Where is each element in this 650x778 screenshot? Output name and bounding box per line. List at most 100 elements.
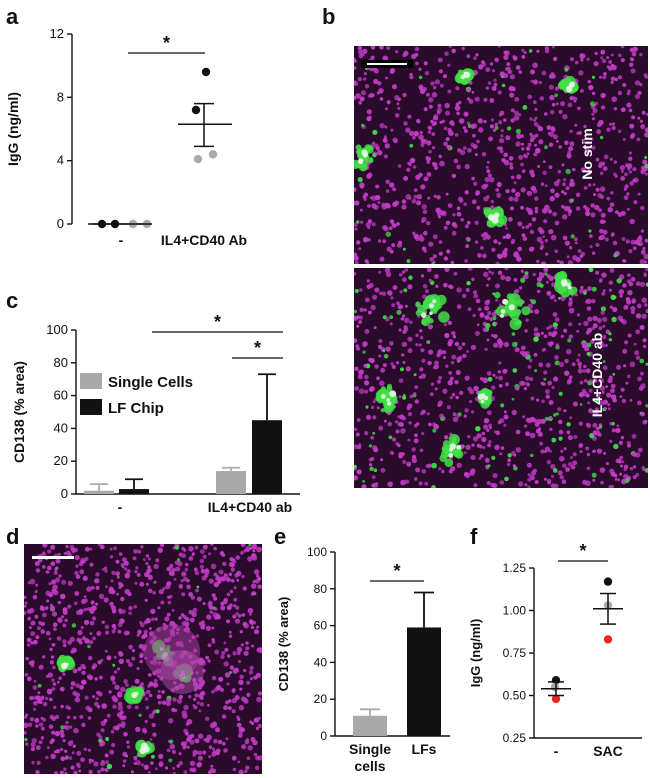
magenta-cell bbox=[569, 141, 575, 147]
magenta-cell bbox=[559, 475, 564, 480]
magenta-cell bbox=[413, 130, 419, 137]
scale-bar-d bbox=[32, 556, 74, 559]
magenta-cell bbox=[109, 547, 113, 551]
magenta-cell bbox=[97, 660, 102, 665]
magenta-cell bbox=[526, 190, 533, 197]
magenta-cell bbox=[441, 210, 447, 217]
magenta-cell bbox=[467, 307, 472, 312]
x-tick-label: SAC bbox=[593, 743, 623, 759]
magenta-cell bbox=[384, 125, 388, 129]
magenta-cell bbox=[228, 634, 233, 638]
magenta-cell bbox=[581, 388, 587, 394]
magenta-cell bbox=[564, 358, 569, 364]
panel-label-d: d bbox=[6, 524, 20, 549]
magenta-cell bbox=[442, 388, 448, 394]
x-tick-label: IL4+CD40 ab bbox=[208, 499, 292, 515]
magenta-cell bbox=[497, 370, 501, 374]
magenta-cell bbox=[424, 481, 429, 486]
magenta-cell bbox=[487, 410, 492, 416]
magenta-cell bbox=[598, 279, 603, 283]
magenta-cell bbox=[78, 769, 82, 773]
magenta-cell bbox=[62, 639, 67, 644]
magenta-cell bbox=[578, 70, 584, 76]
magenta-cell bbox=[30, 742, 36, 748]
magenta-cell bbox=[95, 697, 99, 701]
data-point bbox=[193, 154, 203, 164]
magenta-cell bbox=[169, 744, 175, 750]
magenta-cell bbox=[439, 160, 445, 167]
magenta-cell bbox=[27, 722, 33, 728]
magenta-cell bbox=[24, 672, 29, 677]
magenta-cell bbox=[158, 753, 164, 759]
magenta-cell bbox=[585, 480, 591, 487]
magenta-cell bbox=[436, 195, 441, 200]
magenta-cell bbox=[94, 578, 100, 584]
magenta-cell bbox=[445, 220, 451, 226]
panel-label-b: b bbox=[322, 4, 336, 29]
magenta-cell bbox=[55, 749, 60, 754]
data-point bbox=[191, 105, 201, 115]
magenta-cell bbox=[635, 355, 641, 361]
magenta-cell bbox=[199, 549, 205, 554]
green-cell bbox=[639, 358, 645, 364]
cluster-blob bbox=[509, 309, 517, 317]
magenta-cell bbox=[609, 468, 615, 474]
significance-star: * bbox=[163, 33, 170, 53]
magenta-cell bbox=[548, 229, 554, 235]
green-cell bbox=[355, 220, 360, 224]
magenta-cell bbox=[632, 465, 637, 469]
magenta-cell bbox=[544, 239, 548, 243]
magenta-cell bbox=[132, 556, 137, 561]
magenta-cell bbox=[255, 574, 260, 578]
magenta-cell bbox=[612, 307, 618, 313]
magenta-cell bbox=[414, 477, 418, 481]
magenta-cell bbox=[47, 565, 52, 571]
central-cluster bbox=[160, 650, 204, 694]
magenta-cell bbox=[226, 577, 231, 582]
magenta-cell bbox=[482, 446, 486, 450]
magenta-cell bbox=[537, 124, 541, 129]
magenta-cell bbox=[514, 251, 519, 256]
green-cell bbox=[37, 683, 42, 688]
magenta-cell bbox=[428, 97, 434, 103]
magenta-cell bbox=[116, 575, 120, 579]
magenta-cell bbox=[437, 215, 441, 219]
magenta-cell bbox=[256, 647, 262, 653]
magenta-cell bbox=[571, 362, 576, 367]
magenta-cell bbox=[483, 418, 490, 424]
magenta-cell bbox=[415, 343, 419, 347]
magenta-cell bbox=[376, 376, 380, 381]
green-cell bbox=[389, 315, 394, 320]
magenta-cell bbox=[354, 315, 357, 320]
cluster-blob bbox=[517, 302, 523, 307]
magenta-cell bbox=[630, 68, 636, 74]
magenta-cell bbox=[585, 141, 590, 145]
magenta-cell bbox=[421, 468, 427, 474]
magenta-cell bbox=[116, 592, 119, 596]
magenta-cell bbox=[412, 231, 416, 235]
magenta-cell bbox=[523, 51, 527, 55]
y-tick-label: 0 bbox=[320, 729, 327, 743]
magenta-cell bbox=[42, 717, 47, 722]
x-tick-label: LFs bbox=[412, 741, 437, 757]
magenta-cell bbox=[73, 715, 77, 720]
magenta-cell bbox=[91, 616, 97, 621]
magenta-cell bbox=[368, 92, 374, 98]
magenta-cell bbox=[577, 353, 581, 357]
magenta-cell bbox=[521, 169, 526, 173]
magenta-cell bbox=[367, 204, 371, 208]
magenta-cell bbox=[451, 354, 457, 360]
magenta-cell bbox=[502, 235, 506, 239]
magenta-cell bbox=[465, 244, 470, 249]
magenta-cell bbox=[366, 414, 372, 420]
magenta-cell bbox=[189, 767, 194, 772]
magenta-cell bbox=[528, 246, 535, 252]
magenta-cell bbox=[607, 207, 613, 213]
magenta-cell bbox=[555, 343, 559, 347]
magenta-cell bbox=[498, 383, 503, 388]
green-cell bbox=[71, 623, 77, 628]
magenta-cell bbox=[181, 571, 187, 577]
significance-star: * bbox=[393, 561, 400, 581]
magenta-cell bbox=[630, 132, 636, 138]
